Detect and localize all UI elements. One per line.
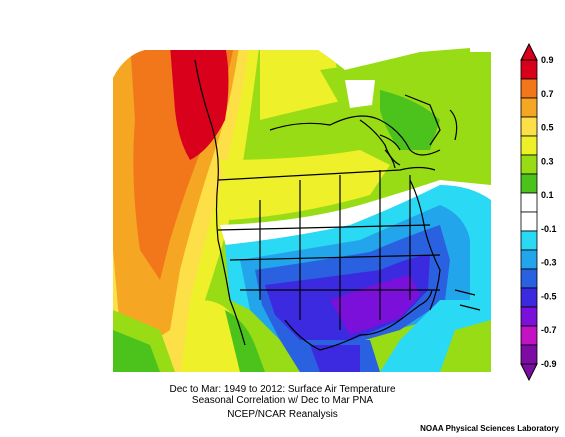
caption-line-3: NCEP/NCAR Reanalysis: [227, 409, 338, 420]
colorbar-tick-label: 0.7: [541, 89, 554, 99]
colorbar-segment: [520, 78, 538, 99]
colorbar-segment: [520, 173, 538, 194]
boundary-lines: [194, 59, 481, 351]
colorbar-tick-label: -0.3: [541, 258, 557, 268]
colorbar-segment: [520, 230, 538, 251]
colorbar: 0.9 0.7 0.5 0.3 0.1 -0.1 -0.3 -0.5 -0.7 -0.9: [520, 42, 557, 382]
colorbar-segment: [520, 287, 538, 308]
colorbar-tick-label: 0.3: [541, 156, 554, 166]
colorbar-tick-label: -0.9: [541, 359, 557, 369]
colorbar-segment: [520, 59, 538, 80]
colorbar-segment: [520, 154, 538, 175]
colorbar-segment: [520, 344, 538, 365]
colorbar-bottom-arrow: [520, 363, 538, 382]
colorbar-tick-label: 0.5: [541, 123, 554, 133]
caption-line-2: Seasonal Correlation w/ Dec to Mar PNA: [191, 395, 374, 406]
colorbar-tick-label: 0.1: [541, 190, 554, 200]
colorbar-segment: [520, 306, 538, 327]
colorbar-top-arrow: [520, 42, 538, 61]
credit-label: NOAA Physical Sciences Laboratory: [420, 424, 559, 433]
colorbar-segment: [520, 97, 538, 118]
colorbar-segment: [520, 268, 538, 289]
colorbar-segment: [520, 192, 538, 213]
colorbar-tick-label: -0.1: [541, 224, 557, 234]
colorbar-tick-label: -0.7: [541, 325, 557, 335]
colorbar-segment: [520, 249, 538, 270]
colorbar-tick-label: 0.9: [541, 55, 554, 65]
colorbar-segment: [520, 325, 538, 346]
colorbar-segment: [520, 211, 538, 232]
colorbar-segment: [520, 116, 538, 137]
colorbar-segment: [520, 135, 538, 156]
colorbar-tick-label: -0.5: [541, 291, 557, 301]
caption-line-1: Dec to Mar: 1949 to 2012: Surface Air Te…: [169, 384, 396, 395]
